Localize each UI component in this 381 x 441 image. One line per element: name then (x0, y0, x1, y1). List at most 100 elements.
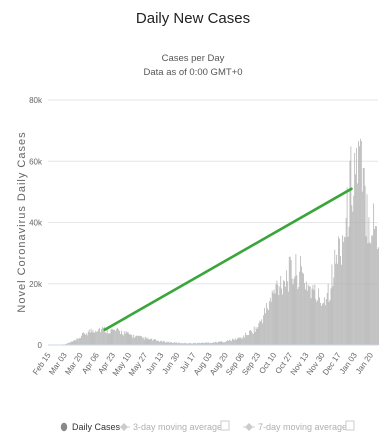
daily-case-bar[interactable] (301, 266, 302, 345)
daily-case-bar[interactable] (242, 338, 243, 345)
daily-case-bar[interactable] (248, 335, 249, 345)
daily-case-bar[interactable] (132, 338, 133, 345)
daily-case-bar[interactable] (373, 203, 374, 345)
daily-case-bar[interactable] (141, 336, 142, 345)
daily-case-bar[interactable] (305, 289, 306, 345)
daily-case-bar[interactable] (226, 341, 227, 345)
daily-case-bar[interactable] (237, 339, 238, 345)
daily-case-bar[interactable] (148, 338, 149, 345)
daily-case-bar[interactable] (123, 336, 124, 346)
daily-case-bar[interactable] (355, 174, 356, 345)
daily-case-bar[interactable] (359, 146, 360, 345)
daily-case-bar[interactable] (100, 332, 101, 345)
daily-cases-bars[interactable] (49, 139, 379, 345)
daily-case-bar[interactable] (90, 333, 91, 345)
daily-case-bar[interactable] (164, 341, 165, 345)
daily-case-bar[interactable] (360, 139, 361, 345)
daily-case-bar[interactable] (287, 281, 288, 345)
daily-case-bar[interactable] (250, 330, 251, 345)
daily-case-bar[interactable] (338, 236, 339, 345)
daily-case-bar[interactable] (129, 334, 130, 345)
daily-case-bar[interactable] (231, 341, 232, 345)
daily-case-bar[interactable] (94, 333, 95, 346)
daily-case-bar[interactable] (112, 328, 113, 345)
daily-case-bar[interactable] (140, 336, 141, 345)
daily-case-bar[interactable] (314, 290, 315, 345)
daily-case-bar[interactable] (115, 331, 116, 345)
daily-case-bar[interactable] (336, 255, 337, 345)
daily-case-bar[interactable] (101, 329, 102, 345)
daily-case-bar[interactable] (240, 338, 241, 345)
daily-case-bar[interactable] (98, 329, 99, 345)
daily-case-bar[interactable] (289, 257, 290, 345)
daily-case-bar[interactable] (89, 330, 90, 345)
daily-case-bar[interactable] (73, 342, 74, 346)
daily-case-bar[interactable] (349, 227, 350, 345)
daily-case-bar[interactable] (229, 340, 230, 345)
daily-case-bar[interactable] (222, 341, 223, 345)
daily-case-bar[interactable] (270, 298, 271, 345)
daily-case-bar[interactable] (113, 329, 114, 345)
daily-case-bar[interactable] (243, 335, 244, 345)
daily-case-bar[interactable] (219, 341, 220, 345)
daily-case-bar[interactable] (143, 337, 144, 345)
daily-case-bar[interactable] (246, 335, 247, 345)
daily-case-bar[interactable] (107, 327, 108, 345)
daily-case-bar[interactable] (117, 328, 118, 345)
daily-case-bar[interactable] (247, 335, 248, 345)
daily-case-bar[interactable] (331, 288, 332, 345)
daily-case-bar[interactable] (339, 239, 340, 345)
daily-case-bar[interactable] (332, 264, 333, 345)
daily-case-bar[interactable] (368, 243, 369, 345)
daily-case-bar[interactable] (282, 295, 283, 345)
daily-case-bar[interactable] (342, 235, 343, 345)
daily-case-bar[interactable] (77, 338, 78, 345)
daily-case-bar[interactable] (94, 333, 95, 345)
daily-case-bar[interactable] (130, 335, 131, 345)
daily-case-bar[interactable] (221, 341, 222, 345)
daily-case-bar[interactable] (315, 299, 316, 345)
daily-case-bar[interactable] (109, 333, 110, 345)
daily-case-bar[interactable] (76, 339, 77, 346)
daily-case-bar[interactable] (108, 334, 109, 345)
daily-case-bar[interactable] (269, 301, 270, 345)
legend-checkbox[interactable] (346, 421, 354, 430)
daily-case-bar[interactable] (310, 286, 311, 345)
daily-case-bar[interactable] (353, 196, 354, 345)
daily-case-bar[interactable] (354, 153, 355, 345)
daily-case-bar[interactable] (245, 333, 246, 345)
daily-case-bar[interactable] (308, 285, 309, 345)
daily-case-bar[interactable] (294, 279, 295, 345)
daily-case-bar[interactable] (365, 186, 366, 345)
daily-case-bar[interactable] (364, 168, 365, 345)
legend-checkbox[interactable] (221, 421, 229, 430)
daily-case-bar[interactable] (157, 341, 158, 345)
daily-case-bar[interactable] (253, 334, 254, 345)
daily-case-bar[interactable] (295, 276, 296, 345)
daily-case-bar[interactable] (375, 226, 376, 345)
daily-case-bar[interactable] (272, 291, 273, 345)
daily-case-bar[interactable] (152, 341, 153, 345)
daily-case-bar[interactable] (346, 218, 347, 345)
daily-case-bar[interactable] (82, 333, 83, 345)
daily-case-bar[interactable] (285, 287, 286, 345)
daily-case-bar[interactable] (290, 257, 291, 345)
daily-case-bar[interactable] (356, 148, 357, 345)
daily-case-bar[interactable] (116, 329, 117, 345)
daily-case-bar[interactable] (135, 336, 136, 345)
daily-case-bar[interactable] (74, 340, 75, 345)
daily-case-bar[interactable] (280, 276, 281, 345)
daily-case-bar[interactable] (299, 272, 300, 345)
daily-case-bar[interactable] (111, 330, 112, 345)
daily-case-bar[interactable] (337, 264, 338, 345)
daily-case-bar[interactable] (260, 322, 261, 345)
daily-case-bar[interactable] (139, 336, 140, 345)
daily-case-bar[interactable] (312, 289, 313, 345)
daily-case-bar[interactable] (133, 335, 134, 345)
daily-case-bar[interactable] (93, 330, 94, 345)
daily-case-bar[interactable] (85, 335, 86, 345)
daily-case-bar[interactable] (274, 290, 275, 345)
daily-case-bar[interactable] (376, 226, 377, 345)
daily-case-bar[interactable] (103, 328, 104, 345)
daily-case-bar[interactable] (230, 340, 231, 345)
